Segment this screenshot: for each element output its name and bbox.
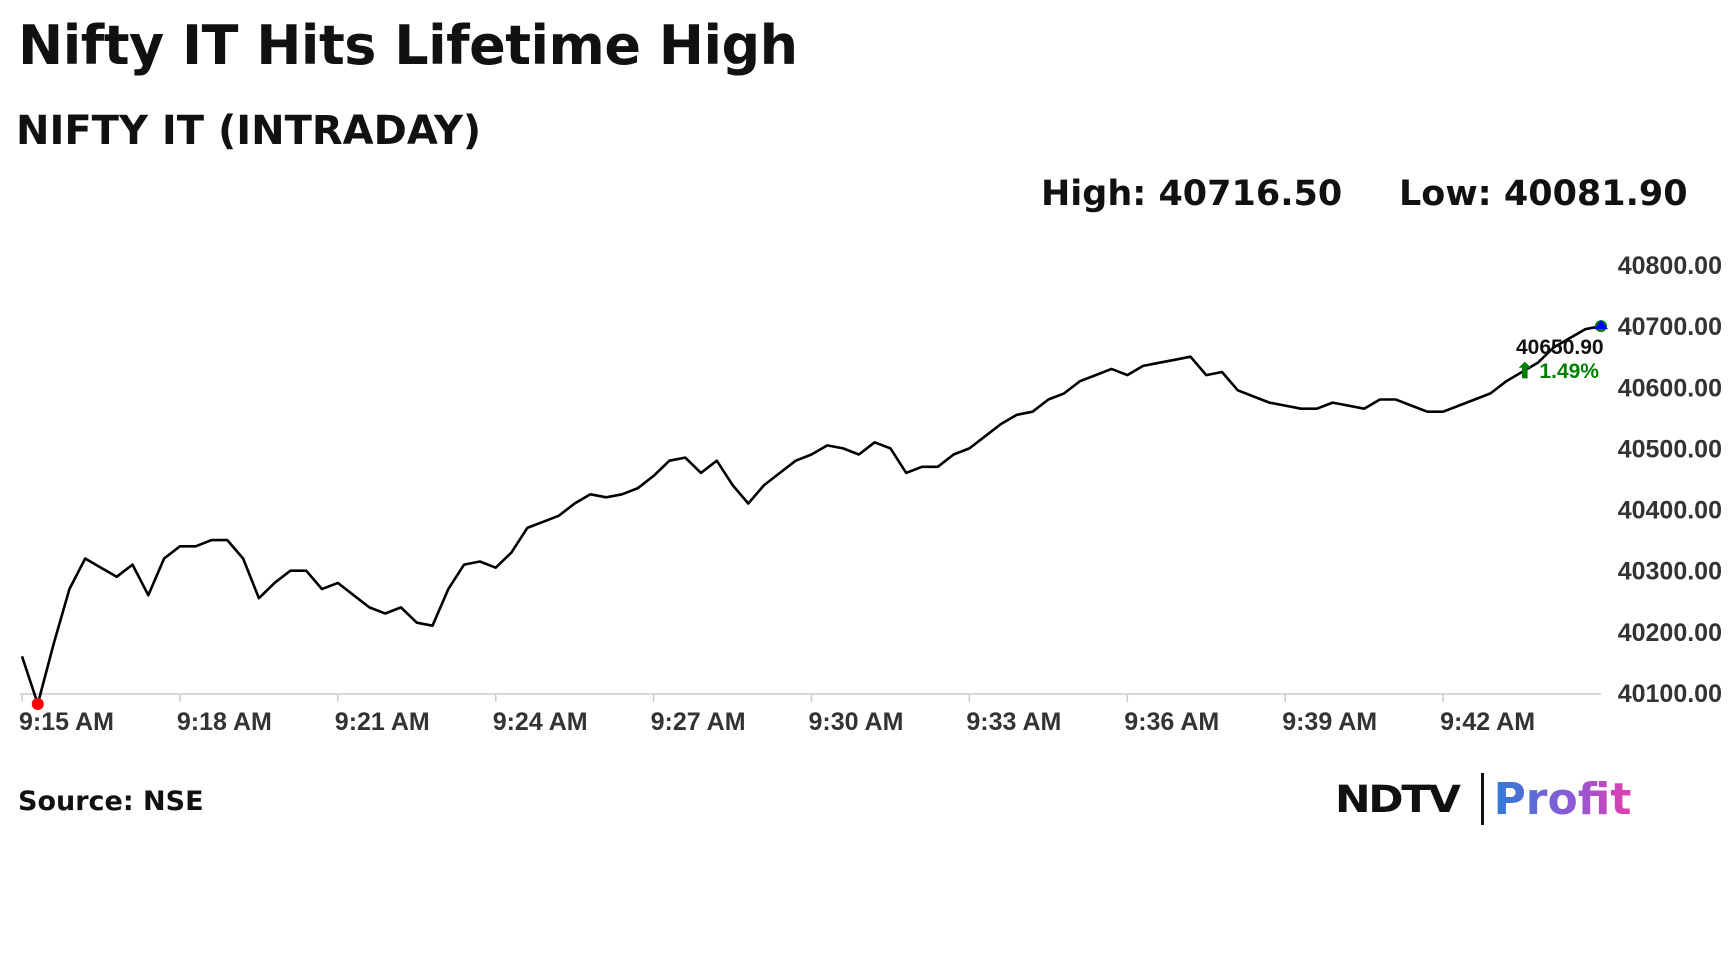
logo-divider [1480, 773, 1484, 825]
logo-profit-text: Profit [1493, 773, 1632, 825]
x-tick-label: 9:33 AM [966, 708, 1061, 730]
low-value-label: Low: 40081.90 [1399, 174, 1688, 214]
y-tick-label: 40500.00 [1618, 435, 1722, 463]
x-tick-label: 9:21 AM [335, 708, 430, 730]
last-point-marker [1594, 320, 1608, 330]
x-axis-ticks: 9:15 AM 9:18 AM 9:21 AM 9:24 AM 9:27 AM 9:30 … [19, 694, 1535, 730]
chart-markers [31, 320, 1608, 711]
y-tick-label: 40700.00 [1618, 313, 1722, 341]
x-tick-label: 9:39 AM [1282, 708, 1377, 730]
y-tick-label: 40300.00 [1618, 558, 1722, 586]
y-tick-label: 40100.00 [1618, 680, 1722, 708]
x-tick-label: 9:18 AM [177, 708, 272, 730]
low-point-marker [31, 698, 44, 711]
logo-ndtv-text: NDTV [1335, 777, 1461, 821]
y-tick-label: 40800.00 [1618, 252, 1722, 280]
x-tick-label: 9:27 AM [651, 708, 746, 730]
chart-title: Nifty IT Hits Lifetime High [18, 14, 798, 77]
y-axis-ticks: 40800.00 40700.00 40600.00 40500.00 40400.00… [1618, 252, 1722, 708]
high-value-label: High: 40716.50 [1041, 174, 1343, 214]
last-value-label: 40650.90 [1516, 336, 1604, 359]
x-tick-label: 9:15 AM [19, 708, 114, 730]
x-tick-label: 9:42 AM [1440, 708, 1535, 730]
y-tick-label: 40200.00 [1618, 619, 1722, 647]
y-tick-label: 40400.00 [1618, 497, 1722, 525]
x-tick-label: 9:24 AM [493, 708, 588, 730]
y-tick-label: 40600.00 [1618, 374, 1722, 402]
source-note: Source: NSE [18, 786, 204, 817]
change-percent-label: ⬆ 1.49% [1516, 360, 1599, 383]
x-tick-label: 9:30 AM [809, 708, 904, 730]
x-tick-label: 9:36 AM [1124, 708, 1219, 730]
price-series-line [20, 324, 1602, 706]
ndtv-profit-logo: NDTV Profit [1335, 770, 1631, 828]
chart-subtitle: NIFTY IT (INTRADAY) [16, 108, 482, 154]
intraday-line-chart: 40800.00 40700.00 40600.00 40500.00 40400.00… [19, 252, 1722, 730]
